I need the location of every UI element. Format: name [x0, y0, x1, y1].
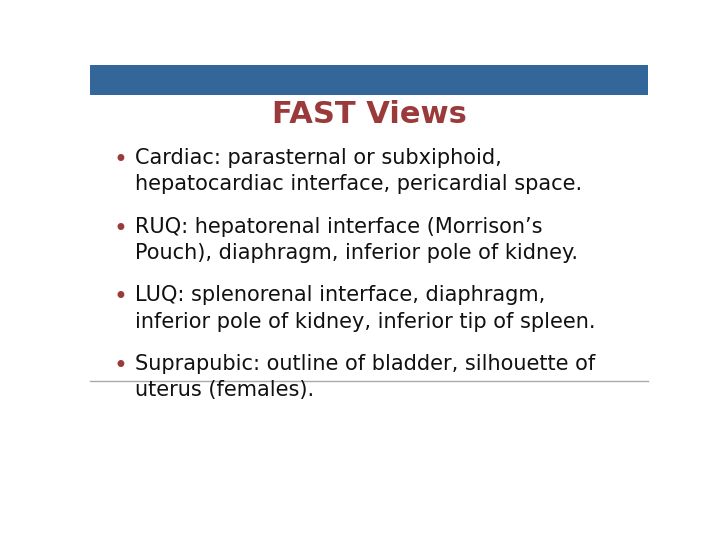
Text: •: •: [114, 148, 127, 172]
Bar: [90, 65, 648, 94]
Text: Suprapubic: outline of bladder, silhouette of
uterus (females).: Suprapubic: outline of bladder, silhouet…: [135, 354, 595, 400]
Text: FAST Views: FAST Views: [271, 100, 467, 129]
Text: Cardiac: parasternal or subxiphoid,
hepatocardiac interface, pericardial space.: Cardiac: parasternal or subxiphoid, hepa…: [135, 148, 582, 194]
Text: •: •: [114, 354, 127, 378]
Text: LUQ: splenorenal interface, diaphragm,
inferior pole of kidney, inferior tip of : LUQ: splenorenal interface, diaphragm, i…: [135, 285, 595, 332]
Text: •: •: [114, 285, 127, 309]
Text: RUQ: hepatorenal interface (Morrison’s
Pouch), diaphragm, inferior pole of kidne: RUQ: hepatorenal interface (Morrison’s P…: [135, 217, 577, 263]
Text: •: •: [114, 217, 127, 240]
